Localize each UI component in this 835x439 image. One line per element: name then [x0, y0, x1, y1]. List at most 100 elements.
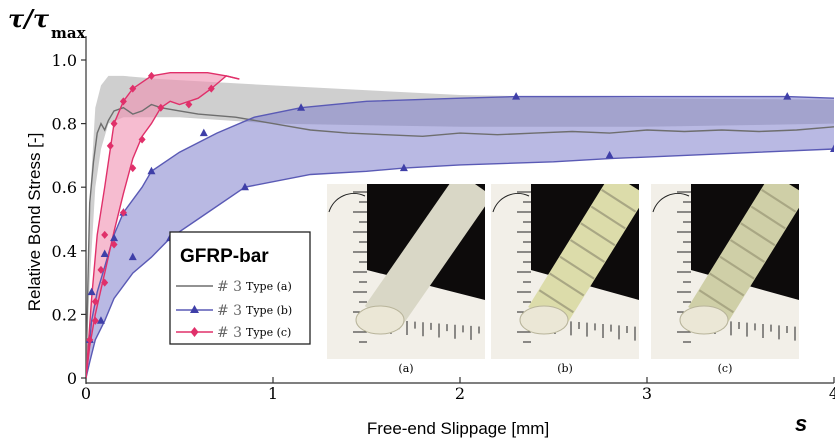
specimen-photos: (a) (b) (c)	[327, 184, 799, 377]
bar-end-face	[679, 305, 729, 335]
legend: GFRP-bar # 3 Type (a) # 3 Type (b) # 3 T…	[169, 231, 311, 345]
y-tick-label: 0.4	[52, 242, 77, 261]
bar-rib	[740, 222, 776, 247]
bar-rib	[580, 222, 616, 247]
marker-type-c	[157, 103, 165, 112]
ruler-arc	[652, 193, 690, 213]
y-tick-label: 0.2	[52, 305, 77, 324]
marker-type-b	[605, 150, 614, 159]
legend-box	[169, 231, 311, 345]
marker-type-b	[512, 92, 521, 100]
legend-symbol-b: # 3	[217, 303, 242, 319]
legend-label-a: Type (a)	[246, 280, 292, 293]
x-symbol: s	[795, 411, 807, 436]
marker-type-b	[240, 182, 249, 191]
y-axis-label: Relative Bond Stress [-]	[25, 133, 44, 312]
marker-type-c	[138, 135, 146, 144]
marker-type-b	[87, 287, 96, 296]
marker-type-c	[97, 265, 105, 274]
caption-background	[327, 359, 485, 377]
marker-type-b	[96, 316, 105, 324]
caption-background	[651, 359, 799, 377]
legend-label-b: Type (b)	[246, 304, 292, 317]
marker-type-c	[110, 240, 118, 249]
y-symbol: τ/τ	[8, 4, 50, 33]
marker-type-c	[207, 84, 215, 93]
marker-type-c	[129, 164, 137, 173]
legend-marker-c	[190, 327, 199, 337]
gfrp-bar	[364, 184, 485, 330]
x-tick-label: 1	[268, 384, 278, 403]
ruler-arc	[328, 193, 366, 213]
marker-type-b	[830, 144, 834, 153]
bar-rib	[698, 289, 734, 314]
bar-end-face	[355, 305, 405, 335]
bar-rib	[729, 239, 766, 263]
marker-type-b	[147, 166, 156, 175]
bar-end-face	[519, 305, 569, 335]
bar-rib	[750, 205, 786, 230]
legend-symbol-a: # 3	[217, 279, 242, 295]
legend-entry-b: # 3 Type (b)	[176, 303, 292, 319]
photo-caption: (b)	[557, 362, 573, 375]
bar-rib	[709, 272, 745, 297]
marker-type-c	[101, 230, 109, 239]
bar-rib	[559, 255, 595, 280]
line-type-c-upper	[86, 71, 240, 379]
ruler-arc	[492, 193, 530, 213]
x-tick-label: 0	[81, 384, 91, 403]
legend-label-c: Type (c)	[246, 326, 291, 339]
bar-rib	[719, 255, 755, 280]
photo-c: (c)	[651, 184, 799, 377]
photo-a: (a)	[327, 184, 485, 377]
photo-caption: (c)	[718, 362, 733, 375]
bar-rib	[569, 239, 606, 263]
bar-rib	[538, 289, 574, 314]
marker-type-c	[185, 100, 193, 109]
band-type-b	[86, 96, 834, 378]
y-symbol-subscript: max	[51, 24, 87, 42]
y-ticks: 0 0.2 0.4 0.6 0.8 1.0	[52, 51, 86, 388]
legend-marker-b	[190, 305, 199, 313]
marker-type-b	[783, 92, 792, 100]
marker-type-c	[119, 208, 127, 217]
bar-rib	[761, 188, 797, 213]
marker-type-b	[110, 233, 119, 242]
caption-background	[491, 359, 639, 377]
marker-type-c	[91, 316, 99, 325]
y-tick-label: 0	[67, 369, 77, 388]
photo-b: (b)	[491, 184, 639, 377]
marker-type-c	[119, 97, 127, 106]
legend-title: GFRP-bar	[180, 246, 269, 267]
marker-type-b	[399, 163, 408, 172]
line-type-c-lower	[86, 75, 240, 379]
marker-type-c	[147, 71, 155, 80]
series-markers	[86, 71, 834, 344]
marker-type-c	[86, 335, 94, 344]
y-tick-label: 0.6	[52, 178, 77, 197]
marker-type-c	[110, 119, 118, 128]
marker-type-b	[297, 103, 306, 111]
x-tick-label: 4	[829, 384, 835, 403]
marker-type-b	[100, 249, 109, 257]
y-tick-label: 0.8	[52, 115, 77, 134]
legend-entry-a: # 3 Type (a)	[176, 279, 292, 295]
marker-type-b	[199, 128, 208, 137]
x-tick-label: 2	[455, 384, 465, 403]
bar-rib	[549, 272, 585, 297]
marker-type-b	[128, 252, 137, 261]
band-type-c	[86, 72, 240, 378]
bar-rib	[601, 188, 637, 213]
x-tick-label: 3	[642, 384, 652, 403]
line-type-b-upper	[86, 95, 834, 379]
photo-caption: (a)	[398, 362, 413, 375]
x-axis-label: Free-end Slippage [mm]	[367, 419, 549, 438]
marker-type-c	[129, 84, 137, 93]
marker-type-c	[101, 278, 109, 287]
marker-type-c	[91, 297, 99, 306]
x-ticks: 0 1 2 3 4	[81, 377, 835, 403]
y-tick-label: 1.0	[52, 51, 77, 70]
marker-type-c	[106, 141, 114, 150]
line-type-a	[86, 103, 834, 379]
